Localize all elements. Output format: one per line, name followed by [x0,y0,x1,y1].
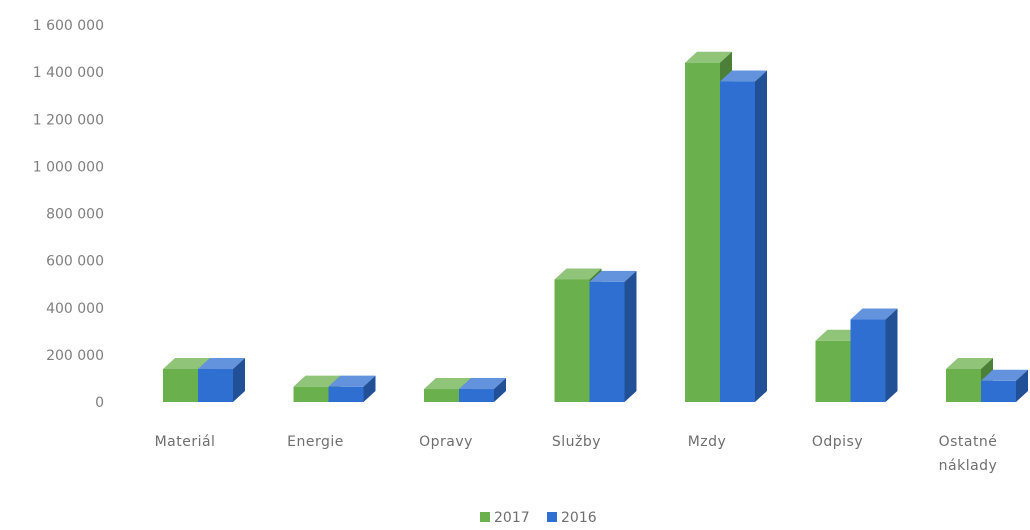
bar-side [233,358,245,402]
bar-top [163,358,210,370]
bar-front [328,386,364,402]
x-tick-label: Opravy [419,434,473,450]
x-tick-label-line: Materiál [155,434,216,450]
bar-top [685,51,732,63]
y-tick-label: 1 400 000 [33,65,104,81]
bar-side [755,70,767,403]
bar-side [1016,369,1028,402]
bar-top [720,70,767,82]
bar [981,369,1028,402]
y-tick-label: 1 600 000 [33,18,104,34]
y-tick-label: 1 200 000 [33,112,104,128]
bar-side [885,308,898,402]
bar [459,378,506,402]
x-tick-label-line: Odpisy [812,434,863,450]
bar-front [720,81,755,403]
bar-side [363,375,376,402]
legend-swatch [480,512,490,522]
bar [720,70,767,403]
y-tick-label: 400 000 [46,301,104,317]
x-tick-label: Mzdy [688,434,727,450]
bar-top [981,369,1028,381]
bar-front [293,386,329,402]
bar-side [624,270,637,402]
bar-front [685,62,720,402]
x-tick-label: Energie [287,434,344,450]
x-tick-label: Služby [552,434,601,450]
bar-front [981,380,1016,402]
bar-top [589,270,637,282]
x-tick-label-line: Služby [552,434,601,450]
bar-front [424,389,459,402]
x-tick-label-line: Ostatné [939,434,998,450]
bar-top [946,358,993,370]
y-tick-label: 0 [95,395,104,411]
legend-label: 2016 [561,510,597,526]
x-tick-label-line: Opravy [419,434,473,450]
bar-side [494,378,506,402]
bar-front [459,389,494,402]
legend-swatch [547,512,557,522]
bar-top [198,358,245,370]
bar [589,270,637,402]
bar-top [328,375,376,387]
bar-top [293,375,341,387]
bar [850,308,898,402]
x-tick-label-line: Mzdy [688,434,727,450]
legend-label: 2017 [494,510,530,526]
bar-front [163,369,198,402]
bar-front [850,319,886,402]
bar-top [459,378,506,390]
y-tick-label: 200 000 [46,348,104,364]
bar [198,358,245,402]
y-tick-label: 600 000 [46,254,104,270]
bar-front [554,279,590,402]
x-tick-label-line: náklady [939,458,998,474]
y-tick-label: 1 000 000 [33,159,104,175]
bar-front [946,369,981,402]
bar-top [554,268,602,280]
x-tick-label: Odpisy [812,434,863,450]
bar-top [850,308,898,320]
y-tick-label: 800 000 [46,207,104,223]
bar [328,375,376,402]
x-tick-label-line: Energie [287,434,344,450]
bar-top [424,378,471,390]
bar-front [589,281,625,402]
x-tick-label: Materiál [155,434,216,450]
legend: 2017 2016 [480,510,597,526]
x-tick-label: Ostatné náklady [939,434,998,474]
bar-front [198,369,233,402]
bar-front [815,340,851,402]
